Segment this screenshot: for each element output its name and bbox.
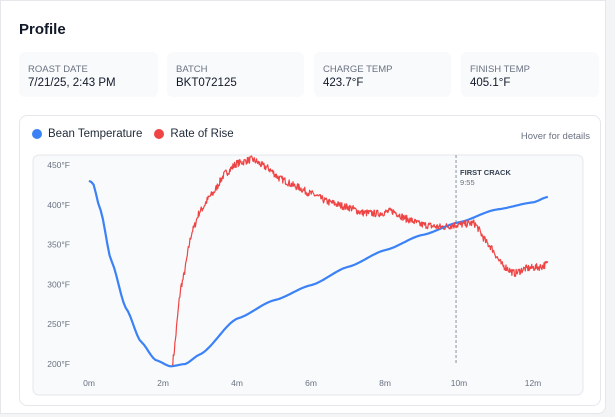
stat-roast-date: ROAST DATE 7/21/25, 2:43 PM xyxy=(19,52,158,97)
page-title: Profile xyxy=(19,21,66,38)
x-tick-label: 0m xyxy=(83,378,95,388)
legend-ror: Rate of Rise xyxy=(170,128,234,140)
legend-bean-temp: Bean Temperature xyxy=(48,128,143,140)
stat-value: 405.1°F xyxy=(470,77,511,89)
x-tick-label: 6m xyxy=(305,378,317,388)
stat-batch: BATCH BKT072125 xyxy=(167,52,304,97)
y-tick-label: 200°F xyxy=(47,359,70,369)
stat-label: FINISH TEMP xyxy=(470,64,530,75)
x-tick-label: 10m xyxy=(451,378,468,388)
bean-temp-legend-dot xyxy=(32,129,42,139)
stat-finish-temp: FINISH TEMP 405.1°F xyxy=(461,52,599,97)
stat-value: BKT072125 xyxy=(176,77,237,89)
plot-area xyxy=(32,154,584,396)
stat-value: 423.7°F xyxy=(323,77,364,89)
y-tick-label: 350°F xyxy=(47,240,70,250)
y-tick-label: 250°F xyxy=(47,319,70,329)
x-tick-label: 4m xyxy=(231,378,243,388)
x-tick-label: 8m xyxy=(379,378,391,388)
stat-label: ROAST DATE xyxy=(28,64,88,75)
first-crack-time: 9:55 xyxy=(460,178,475,187)
stat-label: BATCH xyxy=(176,64,208,75)
y-tick-label: 450°F xyxy=(47,160,70,170)
x-tick-label: 2m xyxy=(157,378,169,388)
first-crack-label: FIRST CRACK xyxy=(460,168,511,177)
rate-of-rise-line xyxy=(171,155,549,366)
stat-value: 7/21/25, 2:43 PM xyxy=(28,77,116,89)
ror-legend-dot xyxy=(154,129,165,139)
stat-label: CHARGE TEMP xyxy=(323,64,393,75)
y-tick-label: 300°F xyxy=(47,279,70,289)
x-tick-label: 12m xyxy=(525,378,542,388)
hover-hint: Hover for details xyxy=(520,131,590,142)
stat-charge-temp: CHARGE TEMP 423.7°F xyxy=(314,52,451,97)
bean-temperature-line xyxy=(88,179,549,368)
chart-legend: Bean Temperature Rate of Rise xyxy=(32,128,234,140)
y-tick-label: 400°F xyxy=(47,200,70,210)
